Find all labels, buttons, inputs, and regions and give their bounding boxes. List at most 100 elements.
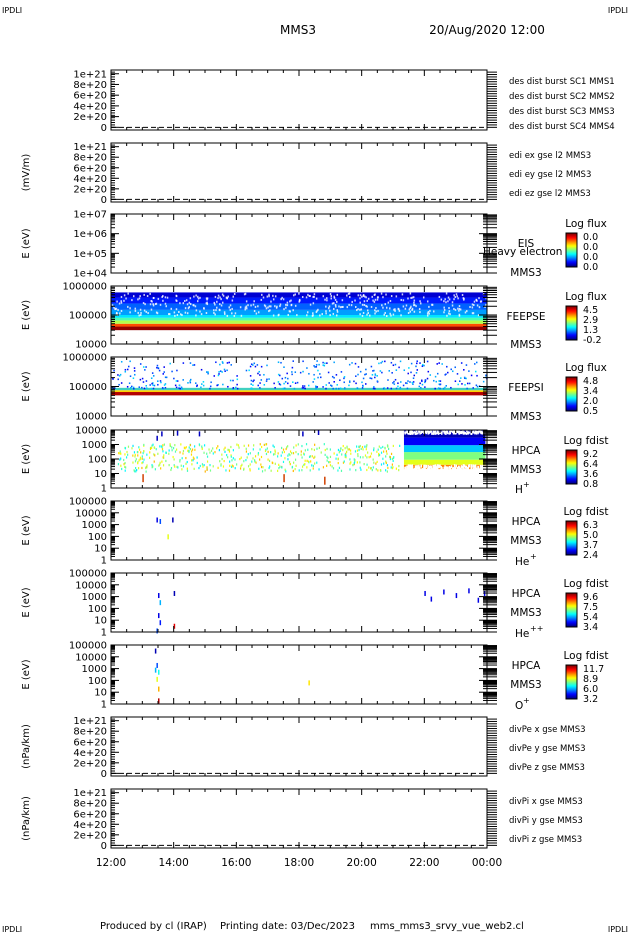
corner-tag-bottom-left: IPDLI [2,925,22,934]
colorbar-step [566,549,577,551]
colorbar-step [566,616,577,619]
dot [141,457,143,460]
dot [282,387,285,390]
dot [222,383,224,386]
gap-pixel [330,297,332,300]
dot [366,444,368,447]
colorbar-step [566,469,577,471]
dot [138,459,140,462]
colorbar-step [566,236,577,239]
dot [208,448,210,451]
dot [366,456,368,459]
dot [410,362,413,365]
colorbar-step [566,451,577,453]
storm-edge-low [454,466,457,470]
dot [389,455,391,458]
dot [259,387,261,389]
storm-edge-low [444,465,446,469]
dot [466,382,469,385]
legend-entry: edi ex gse l2 MMS3 [509,151,591,161]
dot [331,385,333,387]
gap-pixel [451,301,454,304]
storm-edge [406,430,409,433]
dot [337,448,340,452]
gap-pixel [305,296,308,299]
storm-edge [404,432,406,435]
dot [359,444,361,448]
colorbar-step [566,669,577,672]
y-tick-label: 10 [94,688,107,699]
y-tick-label: 1e+06 [73,229,107,240]
dot [171,446,173,449]
storm-edge [430,430,432,433]
mission-label: MMS3 [510,535,541,547]
y-tick-label: 100000 [69,569,107,580]
gap-pixel [367,297,370,300]
dot [281,446,283,450]
colorbar-step [566,548,577,550]
gap-pixel [226,297,228,300]
dot [227,456,229,459]
dot [152,465,154,468]
y-tick-label: 1000 [82,592,107,603]
dot [325,387,327,390]
gap-pixel [315,311,318,314]
dot [373,461,375,464]
gap-pixel [294,293,297,296]
colorbar-step [566,524,577,527]
dot [302,385,304,387]
dot [239,467,242,470]
mission-label: MMS3 [510,339,541,351]
storm-edge [453,431,456,434]
dot [141,377,144,380]
gap-pixel [192,304,194,307]
storm-edge [462,432,464,435]
dot [124,462,126,465]
gap-pixel [283,308,285,311]
panel-frame [110,356,488,417]
y-tick-label: 4e+20 [73,748,107,759]
gap-pixel [404,307,407,310]
storm-edge-low [459,467,462,471]
dot [117,378,119,381]
gap-pixel [478,306,481,309]
colorbar-step [566,250,577,252]
dot [221,453,223,456]
colorbar-label: 3.4 [583,622,598,633]
dot [379,469,382,472]
instrument-label: HPCA [512,660,542,672]
gap-pixel [206,303,209,306]
dot [337,469,339,472]
dot [386,464,389,467]
dot [342,461,345,464]
dot [209,469,212,472]
dot-low [324,476,326,485]
dot [346,450,348,453]
dot [249,469,251,472]
gap-pixel [409,292,412,295]
gap-pixel [145,310,148,313]
colorbar-step [566,600,577,603]
colorbar-step [566,531,577,533]
storm-edge [434,430,437,433]
dot [126,385,129,388]
dot [317,376,319,379]
dot [252,380,254,383]
gap-pixel [127,292,129,295]
colorbar-step [566,253,577,256]
gap-pixel [263,304,266,307]
dot [139,456,142,459]
dot [390,466,392,469]
colorbar-step [566,264,577,267]
colorbar-step [566,399,577,402]
gap-pixel [394,308,396,311]
gap-pixel [149,303,152,306]
dot [133,387,135,390]
gap-pixel [127,305,129,308]
dot [229,464,231,467]
footer-printing-date: Printing date: 03/Dec/2023 [220,921,355,932]
dot [203,451,205,454]
dot [254,460,256,463]
gap-pixel [222,294,225,297]
